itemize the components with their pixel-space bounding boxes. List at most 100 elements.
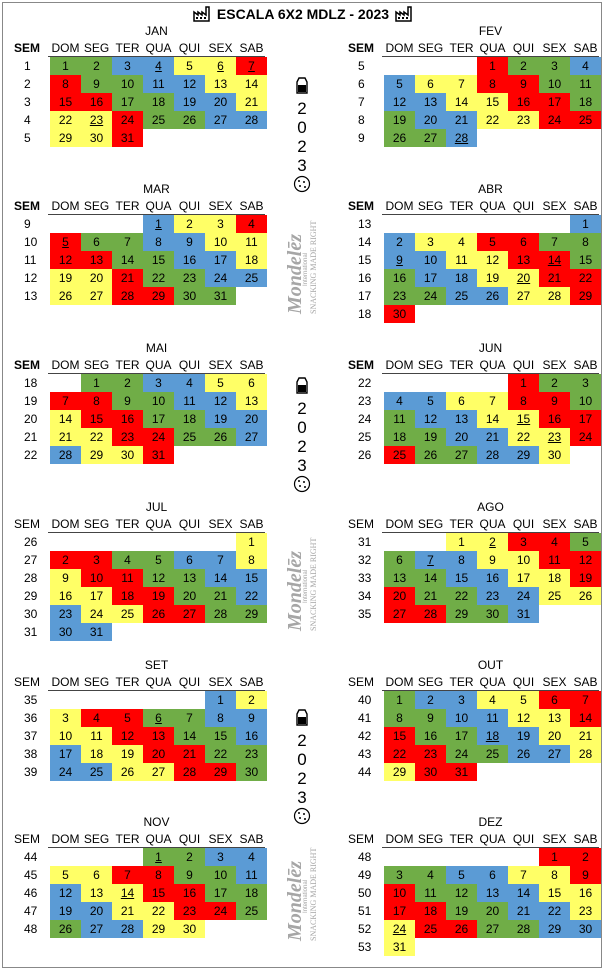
day-cell: 6 <box>81 233 112 251</box>
day-number: 9 <box>124 394 131 408</box>
week-number: 15 <box>358 253 372 267</box>
week-number: 38 <box>24 747 38 761</box>
day-number: 10 <box>213 868 228 882</box>
day-number: 13 <box>547 711 562 725</box>
day-cell: 6 <box>174 551 205 569</box>
day-cell: 17 <box>205 251 236 269</box>
day-number: 2 <box>248 693 255 707</box>
day-cell: 13 <box>143 727 174 745</box>
day-number: 22 <box>547 904 562 918</box>
day-cell: 11 <box>570 75 601 93</box>
day-number: 29 <box>454 607 469 621</box>
day-cell: 31 <box>508 605 539 623</box>
week-number: 26 <box>358 448 372 462</box>
weekday-label: QUI <box>512 41 535 55</box>
day-number: 5 <box>396 77 403 91</box>
day-number: 1 <box>155 217 162 231</box>
year-digit: 2 <box>297 731 307 750</box>
day-cell: 22 <box>205 745 236 763</box>
day-number: 21 <box>547 271 562 285</box>
day-cell: 18 <box>539 569 570 587</box>
day-cell: 16 <box>81 93 112 111</box>
day-number: 12 <box>423 412 438 426</box>
day-cell: 30 <box>112 446 143 464</box>
day-number: 28 <box>182 765 197 779</box>
day-number: 20 <box>89 271 104 285</box>
day-cell: 18 <box>570 93 601 111</box>
weekday-header: SEM DOM SEG TER QUA QUI SEX SAB <box>12 39 265 57</box>
day-cell: 11 <box>384 410 415 428</box>
weekday-label: SEG <box>83 675 110 689</box>
day-cell: 30 <box>174 287 205 305</box>
day-cell: 29 <box>205 763 236 781</box>
weekday-label: SEX <box>208 358 233 372</box>
day-cell: 2 <box>112 374 143 392</box>
day-cell: 29 <box>143 920 174 938</box>
day-number: 20 <box>392 589 407 603</box>
day-cell: 12 <box>570 551 601 569</box>
day-number: 4 <box>489 693 496 707</box>
day-cell: 7 <box>112 233 143 251</box>
day-cell: 21 <box>539 269 570 287</box>
weekday-label: SAB <box>239 832 264 846</box>
sem-header: SEM <box>348 358 375 372</box>
day-cell: 23 <box>50 605 81 623</box>
day-cell: 6 <box>384 551 415 569</box>
day-number: 22 <box>454 589 469 603</box>
milk-carton-icon <box>296 377 308 394</box>
day-number: 29 <box>151 922 166 936</box>
day-number: 25 <box>454 289 469 303</box>
day-number: 4 <box>458 235 465 249</box>
day-number: 20 <box>244 412 259 426</box>
day-cell: 25 <box>384 446 415 464</box>
day-cell: 3 <box>570 374 601 392</box>
day-number: 10 <box>213 235 228 249</box>
day-cell: 17 <box>508 569 539 587</box>
weekday-label: DOM <box>385 41 414 55</box>
day-cell: 13 <box>446 410 477 428</box>
day-cell: 19 <box>415 428 446 446</box>
day-number: 30 <box>547 448 562 462</box>
week-number: 3 <box>24 95 31 109</box>
day-cell: 2 <box>570 848 601 866</box>
day-number: 29 <box>578 289 593 303</box>
day-cell: 16 <box>570 884 601 902</box>
weekday-label: SAB <box>573 517 598 531</box>
day-number: 23 <box>392 289 407 303</box>
weekday-label: DOM <box>385 199 414 213</box>
day-cell: 23 <box>174 269 205 287</box>
day-cell: 17 <box>446 727 477 745</box>
day-cell: 8 <box>539 866 570 884</box>
day-cell: 7 <box>539 233 570 251</box>
day-number: 22 <box>244 589 259 603</box>
day-number: 1 <box>217 693 224 707</box>
day-number: 17 <box>120 95 135 109</box>
day-number: 29 <box>244 607 259 621</box>
week-number: 41 <box>358 711 372 725</box>
day-cell: 3 <box>205 215 236 233</box>
day-number: 1 <box>458 535 465 549</box>
svg-text:SNACKING MADE RIGHT: SNACKING MADE RIGHT <box>309 848 318 941</box>
day-cell: 27 <box>477 920 508 938</box>
day-number: 15 <box>454 571 469 585</box>
day-number: 6 <box>396 553 403 567</box>
day-cell: 8 <box>384 709 415 727</box>
day-cell: 24 <box>143 428 174 446</box>
day-number: 1 <box>248 535 255 549</box>
day-cell: 22 <box>508 428 539 446</box>
day-cell: 3 <box>143 374 174 392</box>
day-cell: 22 <box>50 111 81 129</box>
day-number: 6 <box>427 77 434 91</box>
week-number: 1 <box>24 59 31 73</box>
day-cell: 13 <box>508 251 539 269</box>
day-cell: 21 <box>446 111 477 129</box>
week-number: 46 <box>24 886 38 900</box>
day-cell: 9 <box>570 866 601 884</box>
day-cell: 15 <box>508 410 539 428</box>
day-cell: 27 <box>446 446 477 464</box>
day-cell: 17 <box>205 884 236 902</box>
year-digit: 0 <box>297 418 307 437</box>
day-cell: 7 <box>570 691 601 709</box>
day-cell: 7 <box>236 57 267 75</box>
weekday-label: DOM <box>51 832 80 846</box>
